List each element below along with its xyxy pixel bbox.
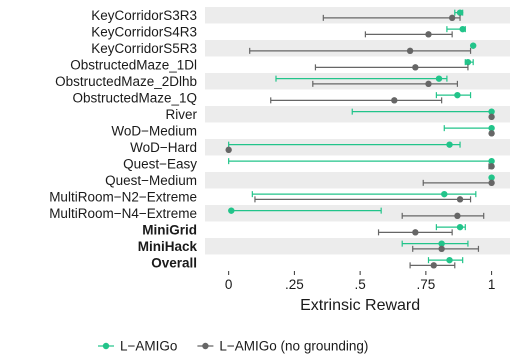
data-point xyxy=(464,58,472,66)
data-point xyxy=(430,262,437,269)
x-tick-label: .75 xyxy=(416,277,435,292)
y-tick-label: KeyCorridorS3R3 xyxy=(91,8,197,23)
category-row: River xyxy=(165,107,495,122)
x-axis: 0 .25 .5 .75 1 xyxy=(225,271,495,292)
category-row: ObstructedMaze_1Q xyxy=(72,90,472,105)
data-point xyxy=(448,14,456,22)
y-tick-label: Quest−Easy xyxy=(123,156,197,171)
data-point xyxy=(412,64,419,71)
row-band xyxy=(205,172,510,189)
data-point xyxy=(438,245,445,253)
data-point xyxy=(446,141,453,148)
category-row: MultiRoom−N2−Extreme xyxy=(49,189,477,204)
y-tick-label: ObstructedMaze_2Dlhb xyxy=(55,74,197,89)
category-row: MultiRoom−N4−Extreme xyxy=(49,206,485,221)
category-row: MiniGrid xyxy=(142,222,466,237)
x-axis-title: Extrinsic Reward xyxy=(300,297,420,314)
data-point xyxy=(425,31,432,38)
data-point xyxy=(454,91,461,99)
x-tick-label: .5 xyxy=(354,277,365,292)
data-point xyxy=(441,190,448,198)
data-point xyxy=(228,207,235,214)
category-row: Overall xyxy=(151,255,464,270)
data-point xyxy=(488,113,495,121)
category-row: Quest−Medium xyxy=(105,173,495,188)
category-row: WoD−Medium xyxy=(111,123,495,138)
data-point xyxy=(412,229,419,236)
data-point xyxy=(454,212,461,220)
y-tick-label: MultiRoom−N4−Extreme xyxy=(49,206,197,221)
row-band xyxy=(205,7,510,24)
y-tick-label: MiniHack xyxy=(138,239,198,254)
data-point xyxy=(446,256,453,264)
y-tick-label: Overall xyxy=(151,255,197,270)
x-tick-label: .25 xyxy=(285,277,304,292)
data-point xyxy=(456,9,464,16)
legend-item: L−AMIGo xyxy=(98,339,177,354)
data-point xyxy=(459,25,466,33)
category-row: ObstructedMaze_2Dlhb xyxy=(55,74,459,89)
x-tick-label: 0 xyxy=(225,277,233,292)
legend-swatch-dot xyxy=(202,342,209,350)
y-tick-label: KeyCorridorS5R3 xyxy=(91,41,197,56)
legend-label: L−AMIGo (no grounding) xyxy=(219,339,368,354)
data-point xyxy=(406,47,414,55)
data-point xyxy=(488,130,495,137)
y-tick-label: River xyxy=(165,107,197,122)
category-row: ObstructedMaze_1Dl xyxy=(70,57,474,72)
data-point xyxy=(425,80,432,88)
data-point xyxy=(488,108,495,115)
legend: L−AMIGo L−AMIGo (no grounding) xyxy=(98,339,368,354)
row-band xyxy=(205,205,510,222)
row-band xyxy=(205,139,510,156)
category-row: KeyCorridorS3R3 xyxy=(91,8,464,23)
data-point xyxy=(456,196,464,203)
y-tick-label: WoD−Hard xyxy=(130,140,197,155)
category-row: KeyCorridorS4R3 xyxy=(91,24,466,39)
row-band xyxy=(205,40,510,57)
category-row: MiniHack xyxy=(138,239,480,254)
y-tick-label: ObstructedMaze_1Dl xyxy=(70,57,197,72)
data-point xyxy=(488,163,495,170)
data-point xyxy=(488,124,495,132)
data-point xyxy=(488,174,495,181)
category-row: Quest−Easy xyxy=(123,156,495,171)
data-point xyxy=(456,223,464,231)
y-tick-label: MultiRoom−N2−Extreme xyxy=(49,189,197,204)
data-point xyxy=(391,97,398,104)
y-tick-label: KeyCorridorS4R3 xyxy=(91,24,197,39)
legend-item: L−AMIGo (no grounding) xyxy=(197,339,368,354)
x-tick-label: 1 xyxy=(488,277,496,292)
data-point xyxy=(488,157,495,165)
data-point xyxy=(488,179,495,187)
y-tick-label: WoD−Medium xyxy=(111,123,197,138)
category-row: WoD−Hard xyxy=(130,140,461,155)
data-point xyxy=(469,42,477,49)
data-point xyxy=(438,240,445,247)
y-tick-label: Quest−Medium xyxy=(105,173,197,188)
row-band xyxy=(205,106,510,123)
row-band xyxy=(205,73,510,90)
category-row: KeyCorridorS5R3 xyxy=(91,41,477,56)
y-tick-label: MiniGrid xyxy=(142,222,197,237)
legend-swatch-dot xyxy=(102,342,110,350)
row-bands xyxy=(205,7,510,255)
legend-label: L−AMIGo xyxy=(120,339,177,354)
data-point xyxy=(435,75,443,82)
data-point xyxy=(225,146,232,154)
row-band xyxy=(205,238,510,255)
y-tick-label: ObstructedMaze_1Q xyxy=(72,90,197,105)
